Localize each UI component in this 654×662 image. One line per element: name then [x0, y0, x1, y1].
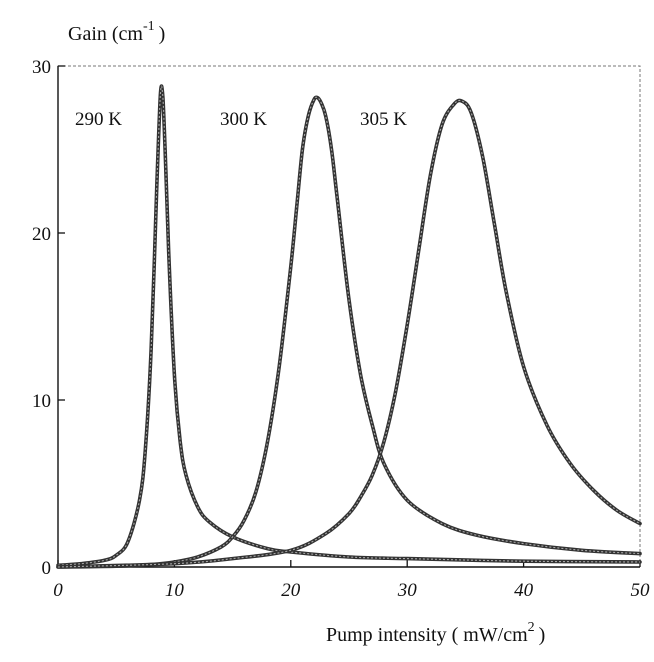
- x-tick-label: 50: [631, 580, 651, 601]
- x-tick-label: 40: [514, 580, 534, 601]
- x-axis-title: Pump intensity ( mW/cm2): [326, 620, 545, 646]
- series-label-300k: 300 K: [220, 109, 267, 130]
- series-line-texture-2: [57, 96, 641, 568]
- plot-frame: [57, 65, 641, 568]
- series-line-3: [56, 98, 642, 569]
- y-tick-label: 10: [32, 391, 51, 412]
- series-line-texture-1: [57, 85, 641, 566]
- series-label-290k: 290 K: [75, 109, 122, 130]
- y-tick-label: 20: [32, 224, 51, 245]
- series-line-2: [56, 95, 642, 569]
- x-tick-label: 20: [281, 580, 301, 601]
- x-tick-label: 30: [397, 580, 418, 601]
- y-tick-label: 30: [32, 57, 51, 78]
- series-group: [56, 84, 642, 569]
- y-tick-label: 0: [42, 558, 52, 579]
- series-line-texture-3: [57, 99, 641, 568]
- series-line-1: [56, 84, 642, 568]
- series-label-305k: 305 K: [360, 109, 407, 130]
- tick-group: 0 10 20 30 40 50 0 10 20 30: [32, 57, 650, 601]
- y-axis-title: Gain (cm-1): [68, 19, 165, 45]
- x-tick-label: 0: [53, 580, 63, 601]
- x-tick-label: 10: [165, 580, 185, 601]
